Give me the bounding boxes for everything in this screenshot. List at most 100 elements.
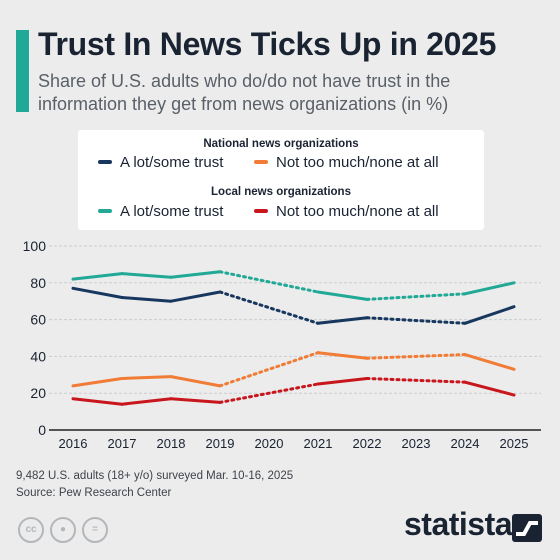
data-point xyxy=(218,290,222,294)
legend-label: Not too much/none at all xyxy=(276,154,439,171)
data-point xyxy=(365,377,369,380)
data-point xyxy=(316,290,320,294)
y-tick-label: 80 xyxy=(30,275,46,291)
series-line-segment-dotted xyxy=(365,316,467,325)
legend-label: A lot/some trust xyxy=(120,203,224,220)
y-tick-label: 20 xyxy=(30,385,46,401)
series-line-segment xyxy=(71,397,124,406)
data-point xyxy=(316,322,320,325)
series-line-segment xyxy=(169,270,222,279)
data-point xyxy=(316,351,320,354)
series-line-segment xyxy=(71,272,124,281)
series-line-segment xyxy=(463,281,516,296)
legend-label: Not too much/none at all xyxy=(276,203,439,220)
series-line-segment xyxy=(169,397,222,404)
legend-heading-local: Local news organizations xyxy=(211,186,351,198)
series-line-segment xyxy=(316,316,369,325)
brand-logo-icon xyxy=(512,514,542,542)
legend-item-local-trust: A lot/some trust xyxy=(98,203,223,220)
data-point xyxy=(71,277,75,281)
data-point xyxy=(71,287,75,290)
data-point xyxy=(365,357,369,360)
series-line-segment-dotted xyxy=(218,351,320,388)
series-line-segment xyxy=(169,290,222,303)
series-line-segment-dotted xyxy=(218,382,320,404)
x-tick-label: 2016 xyxy=(59,436,88,451)
survey-note: 9,482 U.S. adults (18+ y/o) surveyed Mar… xyxy=(16,470,294,482)
data-point xyxy=(512,393,516,397)
brand-logo[interactable]: statista xyxy=(404,506,513,542)
y-tick-label: 0 xyxy=(38,422,46,438)
y-tick-label: 40 xyxy=(30,348,46,364)
x-tick-label: 2018 xyxy=(157,436,186,451)
data-point xyxy=(512,281,516,284)
x-tick-label: 2022 xyxy=(353,436,382,451)
series-line-segment xyxy=(71,376,124,388)
series-line-segment xyxy=(463,305,516,325)
series-line-segment-dotted xyxy=(218,290,320,325)
license-icons: cc ● = xyxy=(18,517,114,543)
data-point xyxy=(463,292,467,296)
x-tick-label: 2020 xyxy=(255,436,284,451)
data-point xyxy=(169,276,173,279)
data-point xyxy=(316,382,320,386)
data-point xyxy=(365,298,369,301)
chart-subtitle: Share of U.S. adults who do/do not have … xyxy=(38,71,451,114)
y-tick-label: 100 xyxy=(23,238,47,254)
legend: National news organizations A lot/some t… xyxy=(78,130,484,230)
attribution-icon[interactable]: ● xyxy=(50,517,76,543)
series-line-segment xyxy=(316,351,369,360)
x-tick-label: 2025 xyxy=(500,436,529,451)
no-derivatives-icon[interactable]: = xyxy=(82,517,108,543)
series-line-segment-dotted xyxy=(365,376,467,384)
x-tick-label: 2023 xyxy=(402,436,431,451)
data-point xyxy=(169,397,173,400)
legend-label: A lot/some trust xyxy=(120,154,224,171)
x-tick-label: 2021 xyxy=(304,436,333,451)
series-line-segment xyxy=(316,290,369,301)
chart-title: Trust In News Ticks Up in 2025 xyxy=(38,26,497,62)
series-line-segment-dotted xyxy=(365,292,467,301)
series-line-segment-dotted xyxy=(365,353,467,360)
series-line-segment xyxy=(463,380,516,397)
legend-swatch xyxy=(254,160,268,165)
legend-swatch xyxy=(254,209,268,214)
legend-swatch xyxy=(98,209,112,214)
legend-item-national-trust: A lot/some trust xyxy=(98,154,223,171)
data-point xyxy=(120,403,124,406)
data-point xyxy=(71,384,75,388)
source-note: Source: Pew Research Center xyxy=(16,487,172,499)
data-point xyxy=(463,322,467,325)
series-line-segment xyxy=(316,376,369,386)
series-line-segment xyxy=(120,397,173,406)
y-tick-label: 60 xyxy=(30,312,46,328)
data-point xyxy=(218,401,222,404)
data-point xyxy=(218,270,222,273)
cc-icon[interactable]: cc xyxy=(18,517,44,543)
data-point xyxy=(512,305,516,308)
series-line-segment-dotted xyxy=(218,270,320,294)
series-line-segment xyxy=(169,375,222,388)
data-point xyxy=(365,316,369,319)
legend-item-national-distrust: Not too much/none at all xyxy=(254,154,439,171)
x-tick-label: 2017 xyxy=(108,436,137,451)
series-line-segment xyxy=(463,353,516,371)
data-point xyxy=(512,368,516,371)
data-point xyxy=(463,380,467,384)
series-line-segment xyxy=(120,272,173,279)
legend-swatch xyxy=(98,160,112,165)
legend-item-local-distrust: Not too much/none at all xyxy=(254,203,439,220)
x-tick-label: 2019 xyxy=(206,436,235,451)
data-point xyxy=(169,375,173,378)
data-point xyxy=(463,353,467,356)
data-point xyxy=(120,272,124,275)
title-accent-bar xyxy=(16,30,29,112)
data-point xyxy=(218,384,222,388)
data-point xyxy=(120,296,124,299)
x-tick-label: 2024 xyxy=(451,436,480,451)
series-line-segment xyxy=(71,286,124,300)
footnote: 9,482 U.S. adults (18+ y/o) surveyed Mar… xyxy=(16,468,293,502)
data-point xyxy=(71,397,75,400)
series-line-segment xyxy=(120,375,173,380)
legend-heading-national: National news organizations xyxy=(203,138,359,150)
